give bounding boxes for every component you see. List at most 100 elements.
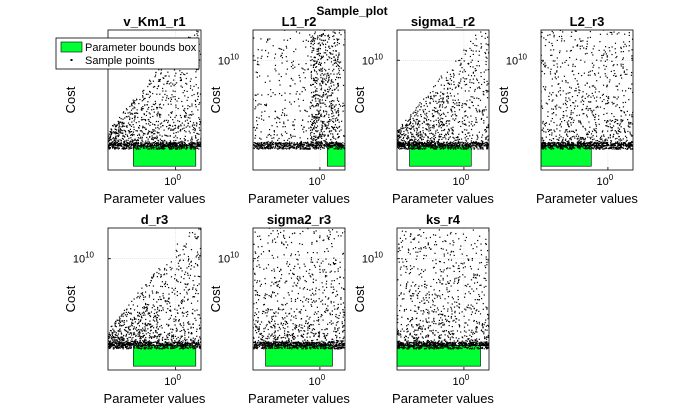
- sample-point: [557, 146, 559, 148]
- sample-point: [444, 107, 446, 109]
- sample-point: [467, 147, 469, 149]
- sample-point: [617, 89, 619, 91]
- sample-point: [468, 145, 470, 148]
- sample-point: [431, 113, 433, 115]
- sample-point: [122, 134, 124, 137]
- sample-point: [123, 143, 125, 145]
- sample-point: [417, 145, 419, 147]
- sample-point: [319, 35, 321, 37]
- sample-point: [451, 129, 453, 131]
- sample-point: [314, 146, 316, 148]
- sample-point: [168, 142, 170, 144]
- sample-point: [149, 91, 151, 93]
- sample-point: [547, 67, 549, 69]
- sample-point: [472, 50, 474, 52]
- sample-point: [318, 136, 320, 139]
- sample-point: [486, 36, 489, 38]
- sample-point: [290, 78, 292, 80]
- sample-point: [338, 136, 340, 138]
- sample-point: [114, 138, 116, 140]
- sample-point: [309, 101, 312, 103]
- sample-point: [273, 137, 275, 139]
- sample-point: [119, 131, 121, 133]
- sample-point: [451, 147, 453, 149]
- sample-point: [193, 93, 195, 96]
- sample-point: [341, 144, 343, 146]
- sample-point: [259, 142, 261, 144]
- sample-point: [314, 123, 316, 125]
- sample-point: [321, 142, 323, 144]
- sample-point: [602, 148, 604, 150]
- sample-point: [149, 124, 151, 127]
- sample-point: [579, 148, 581, 150]
- sample-point: [312, 37, 315, 39]
- sample-point: [486, 146, 488, 148]
- sample-point: [316, 142, 318, 145]
- sample-point: [404, 141, 407, 143]
- sample-point: [320, 34, 323, 36]
- sample-point: [116, 144, 119, 146]
- sample-point: [185, 145, 188, 148]
- sample-point: [420, 114, 422, 116]
- sample-point: [398, 134, 400, 136]
- sample-point: [115, 147, 118, 149]
- sample-point: [432, 147, 434, 149]
- sample-point: [457, 99, 459, 101]
- sample-point: [469, 143, 471, 145]
- sample-point: [281, 52, 283, 54]
- sample-point: [110, 132, 112, 135]
- sample-point: [312, 47, 314, 49]
- sample-point: [137, 148, 139, 150]
- sample-point: [312, 44, 314, 46]
- sample-point: [255, 71, 257, 73]
- sample-point: [564, 61, 566, 64]
- sample-point: [130, 137, 132, 139]
- sample-point: [182, 143, 184, 146]
- sample-point: [170, 128, 172, 130]
- sample-point: [572, 145, 574, 147]
- sample-point: [264, 143, 266, 145]
- sample-point: [153, 148, 155, 150]
- sample-point: [174, 144, 176, 146]
- sample-point: [128, 115, 130, 117]
- sample-point: [175, 104, 177, 106]
- sample-point: [433, 125, 435, 128]
- sample-point: [150, 82, 152, 84]
- sample-point: [460, 142, 462, 144]
- sample-point: [464, 144, 467, 147]
- sample-point: [480, 46, 483, 48]
- sample-point: [601, 94, 604, 96]
- sample-point: [433, 120, 435, 122]
- sample-point: [580, 59, 582, 61]
- sample-point: [596, 96, 598, 98]
- sample-point: [132, 140, 134, 142]
- sample-point: [337, 65, 340, 67]
- sample-point: [457, 137, 459, 139]
- sample-point: [182, 142, 184, 145]
- sample-point: [294, 135, 296, 137]
- sample-point: [295, 146, 297, 149]
- sample-point: [481, 109, 484, 111]
- sample-point: [330, 95, 332, 97]
- sample-point: [172, 119, 174, 121]
- sample-point: [467, 146, 469, 148]
- sample-point: [156, 136, 158, 139]
- sample-point: [173, 147, 175, 149]
- sample-point: [412, 142, 414, 144]
- sample-point: [580, 144, 583, 147]
- sample-point: [298, 105, 300, 107]
- sample-point: [114, 124, 116, 126]
- sample-point: [336, 127, 339, 129]
- sample-point: [420, 103, 423, 105]
- sample-point: [310, 102, 312, 104]
- sample-point: [438, 135, 440, 137]
- sample-point: [320, 106, 322, 108]
- sample-point: [324, 103, 326, 105]
- sample-point: [420, 138, 423, 140]
- sample-point: [185, 148, 187, 150]
- sample-point: [115, 140, 117, 142]
- sample-point: [458, 109, 461, 111]
- sample-point: [333, 137, 335, 140]
- sample-point: [400, 131, 402, 133]
- sample-point: [290, 143, 292, 145]
